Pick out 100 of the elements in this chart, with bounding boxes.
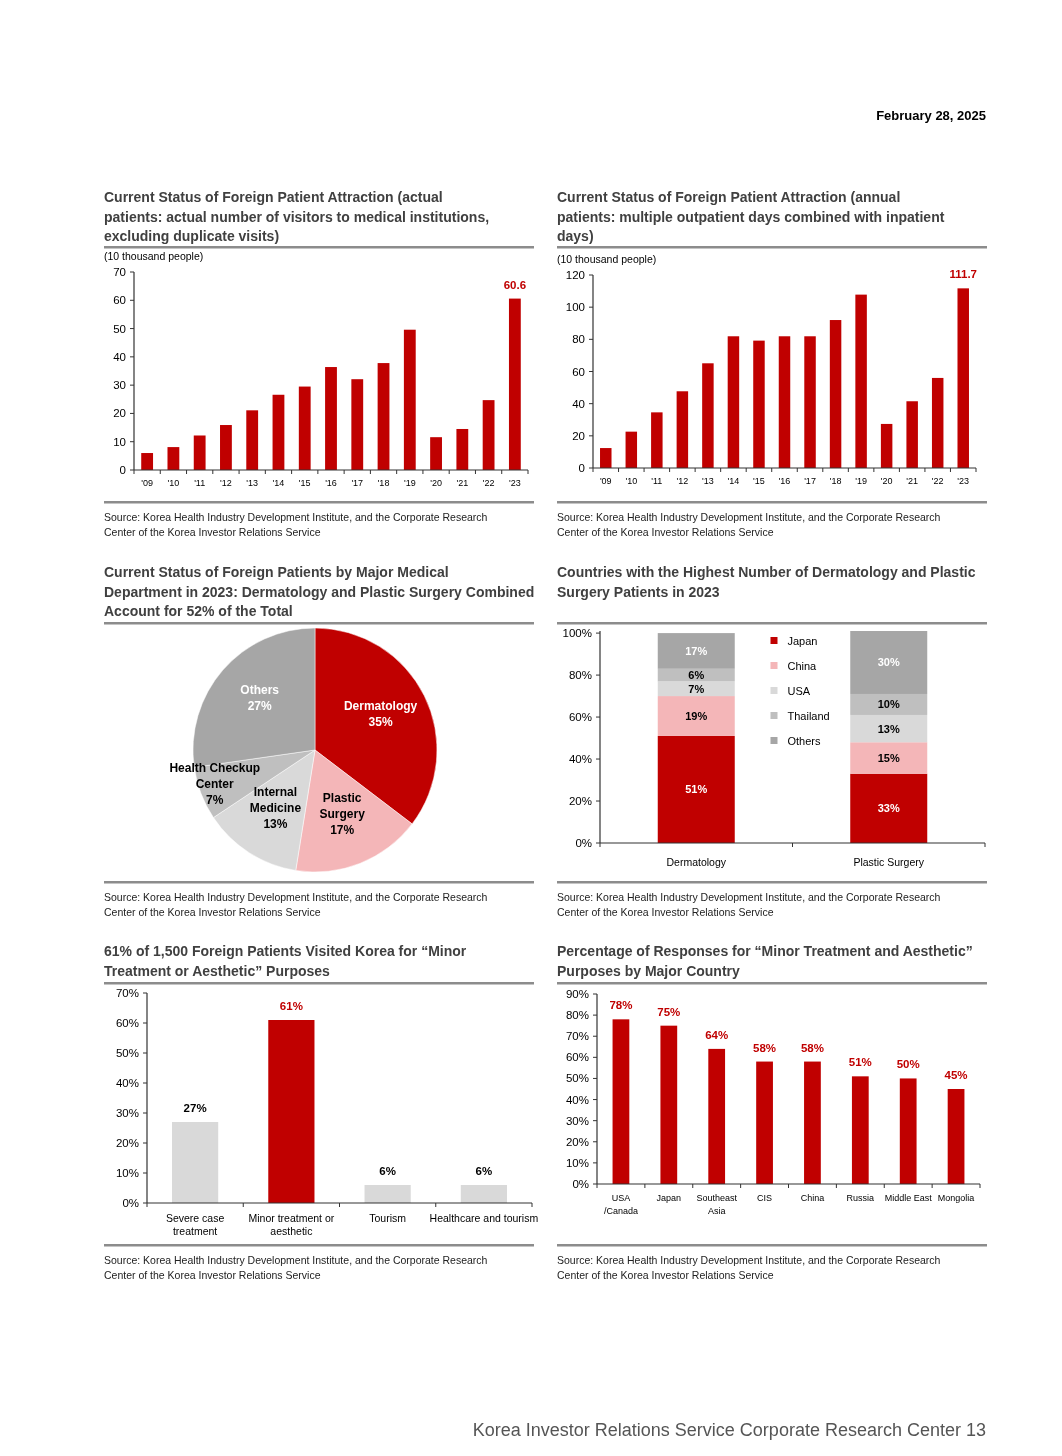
y-tick-label: 10 xyxy=(113,435,126,448)
data-label: 10% xyxy=(877,698,900,711)
bar xyxy=(906,401,918,468)
bar xyxy=(268,1020,315,1203)
x-tick-label: '18 xyxy=(377,478,390,488)
y-tick-label: 70% xyxy=(115,987,139,999)
y-tick-label: 0 xyxy=(119,464,126,476)
data-label: 58% xyxy=(800,1041,824,1054)
x-tick-label: '09 xyxy=(141,478,153,488)
bar xyxy=(753,340,765,468)
x-tick-label: USA /Canada xyxy=(603,1193,638,1216)
y-tick-label: 90% xyxy=(565,988,589,1000)
bar xyxy=(246,410,259,470)
x-tick-label: Southeast Asia xyxy=(696,1193,738,1216)
data-label: 6% xyxy=(688,669,705,682)
y-tick-label: 60% xyxy=(568,711,592,724)
bar xyxy=(325,367,337,470)
data-label: 13% xyxy=(263,816,288,831)
bar xyxy=(708,1048,726,1184)
source-note: Source: Korea Health Industry Development Institute, and the Corporate Research Center of the Korea Investor Relations Service xyxy=(557,511,941,538)
source-note: Source: Korea Health Industry Development Institute, and the Corporate Research Center of the Korea Investor Relations Service xyxy=(104,1254,488,1281)
bar xyxy=(850,773,928,843)
x-tick-label: '21 xyxy=(906,476,919,486)
bar xyxy=(657,633,735,669)
bar xyxy=(957,288,969,468)
data-label: 75% xyxy=(657,1005,681,1018)
bar xyxy=(600,448,612,468)
y-tick-label: 100 xyxy=(565,301,585,314)
data-label: 35% xyxy=(368,714,393,729)
y-tick-label: 80% xyxy=(565,1009,589,1022)
data-label: 64% xyxy=(705,1028,729,1041)
x-tick-label: Minor treatment or aesthetic xyxy=(248,1212,335,1237)
x-tick-label: Healthcare and tourism xyxy=(429,1212,539,1224)
x-tick-label: Severe case treatment xyxy=(165,1212,225,1237)
x-tick-label: '13 xyxy=(246,478,259,488)
source-note: Source: Korea Health Industry Development Institute, and the Corporate Research Center of the Korea Investor Relations Service xyxy=(104,891,488,918)
y-tick-label: 80 xyxy=(572,333,585,346)
data-label: 7% xyxy=(206,793,224,808)
slice-label: Plastic Surgery xyxy=(319,790,366,821)
bar xyxy=(351,379,364,470)
chart-title: Current Status of Foreign Patient Attraction (annual patients: multiple outpatient days combined with inpatient days) xyxy=(557,189,945,244)
data-label: 6% xyxy=(379,1165,396,1177)
bar xyxy=(612,1019,630,1184)
bar xyxy=(272,394,285,470)
data-label: 6% xyxy=(475,1165,493,1177)
bar xyxy=(676,391,689,468)
bar xyxy=(298,386,311,470)
y-tick-label: 80% xyxy=(568,669,592,682)
y-tick-label: 30% xyxy=(565,1114,589,1127)
x-tick-label: '20 xyxy=(880,476,893,486)
slice-label: Dermatology xyxy=(343,698,418,713)
data-label: 111.7 xyxy=(949,268,977,281)
bar xyxy=(172,1122,219,1203)
bar xyxy=(851,1076,869,1184)
y-tick-label: 0 xyxy=(578,462,585,474)
data-label: 78% xyxy=(609,999,633,1012)
chart-title: Current Status of Foreign Patient Attraction (actual patients: actual number of visitors to medical institutions, excluding duplicate visits) xyxy=(104,189,490,244)
bar xyxy=(651,412,663,468)
y-tick-label: 70% xyxy=(565,1030,589,1043)
source-note: Source: Korea Health Industry Development Institute, and the Corporate Research Center of the Korea Investor Relations Service xyxy=(557,891,941,918)
x-tick-label: '12 xyxy=(676,476,689,486)
x-tick-label: '11 xyxy=(194,478,206,488)
slice-label: Others xyxy=(240,683,280,698)
x-tick-label: '13 xyxy=(702,476,714,486)
y-tick-label: 50% xyxy=(565,1072,589,1085)
data-label: 30% xyxy=(877,656,900,669)
bar xyxy=(899,1078,917,1184)
x-tick-label: '19 xyxy=(403,478,416,488)
bar xyxy=(657,681,735,697)
x-tick-label: Mongolia xyxy=(937,1193,975,1203)
bar xyxy=(377,363,390,470)
legend-label: China xyxy=(787,660,818,672)
x-tick-label: '23 xyxy=(509,478,521,488)
source-note: Source: Korea Health Industry Development Institute, and the Corporate Research Center of the Korea Investor Relations Service xyxy=(557,1254,941,1281)
bar xyxy=(702,363,714,468)
x-tick-label: '15 xyxy=(753,476,765,486)
x-tick-label: China xyxy=(800,1193,825,1203)
x-tick-label: Middle East xyxy=(884,1193,933,1203)
x-tick-label: '12 xyxy=(220,478,232,488)
bar xyxy=(931,377,944,468)
y-tick-label: 0% xyxy=(575,837,592,849)
y-tick-label: 50% xyxy=(115,1047,139,1059)
text: February 28, 2025 xyxy=(876,108,986,123)
y-tick-label: 20% xyxy=(568,795,592,808)
data-label: 7% xyxy=(688,682,705,695)
bar xyxy=(756,1061,773,1184)
bar xyxy=(141,453,154,470)
bar xyxy=(850,742,928,774)
x-tick-label: '19 xyxy=(855,476,867,486)
text: Korea Investor Relations Service Corporate Research Center 13 xyxy=(472,1420,986,1440)
bar xyxy=(220,425,232,470)
bar xyxy=(855,294,867,468)
data-label: 27% xyxy=(183,1102,207,1114)
x-tick-label: '17 xyxy=(804,476,816,486)
y-tick-label: 60% xyxy=(115,1017,139,1029)
data-label: 58% xyxy=(753,1041,777,1054)
chart-title: 61% of 1,500 Foreign Patients Visited Korea for “Minor Treatment or Aesthetic” Purposes xyxy=(104,943,467,979)
legend-label: Japan xyxy=(787,635,818,647)
bar xyxy=(829,320,842,468)
y-tick-label: 40% xyxy=(115,1077,139,1089)
